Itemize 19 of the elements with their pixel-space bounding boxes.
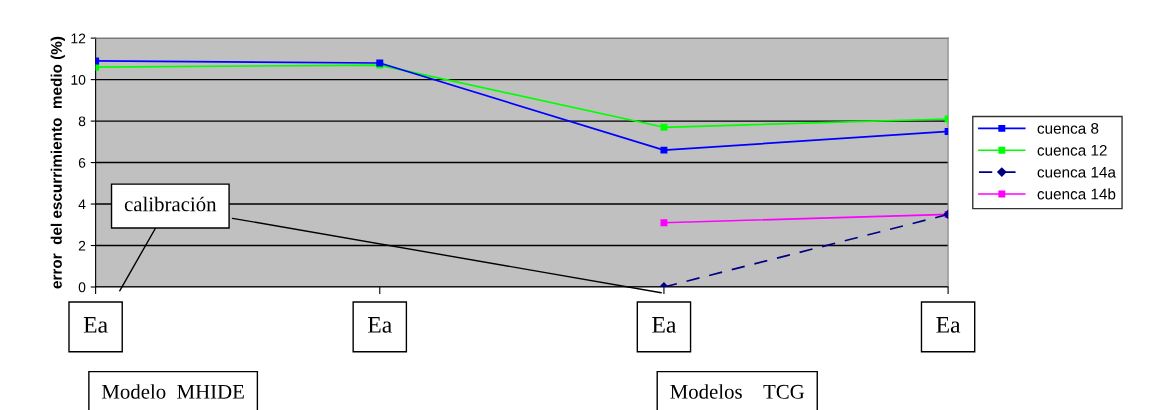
y-tick-label: 6 xyxy=(78,157,86,168)
y-tick-label: 10 xyxy=(71,74,86,85)
legend-label: cuenca 8 xyxy=(1037,123,1099,134)
x-tick-label: Ea xyxy=(83,317,108,333)
x-tick-label: Ea xyxy=(652,317,677,333)
text: Modelo MHIDE xyxy=(101,384,244,399)
legend-label: cuenca 12 xyxy=(1037,144,1107,156)
y-tick-label: 8 xyxy=(78,116,86,127)
text: Modelos TCG xyxy=(670,384,805,399)
legend-label: cuenca 14a xyxy=(1037,166,1116,178)
x-tick-label: Ea xyxy=(368,317,392,333)
y-tick-label: 2 xyxy=(78,240,86,251)
y-tick-label: 4 xyxy=(78,199,86,210)
legend-label: cuenca 14b xyxy=(1037,188,1116,200)
y-axis-title: error del escurrimiento medio (%) xyxy=(50,36,65,289)
y-tick-label: 0 xyxy=(78,282,86,293)
y-tick-label: 12 xyxy=(71,33,86,44)
annotation: calibración xyxy=(124,196,217,212)
x-tick-label: Ea xyxy=(936,317,961,333)
